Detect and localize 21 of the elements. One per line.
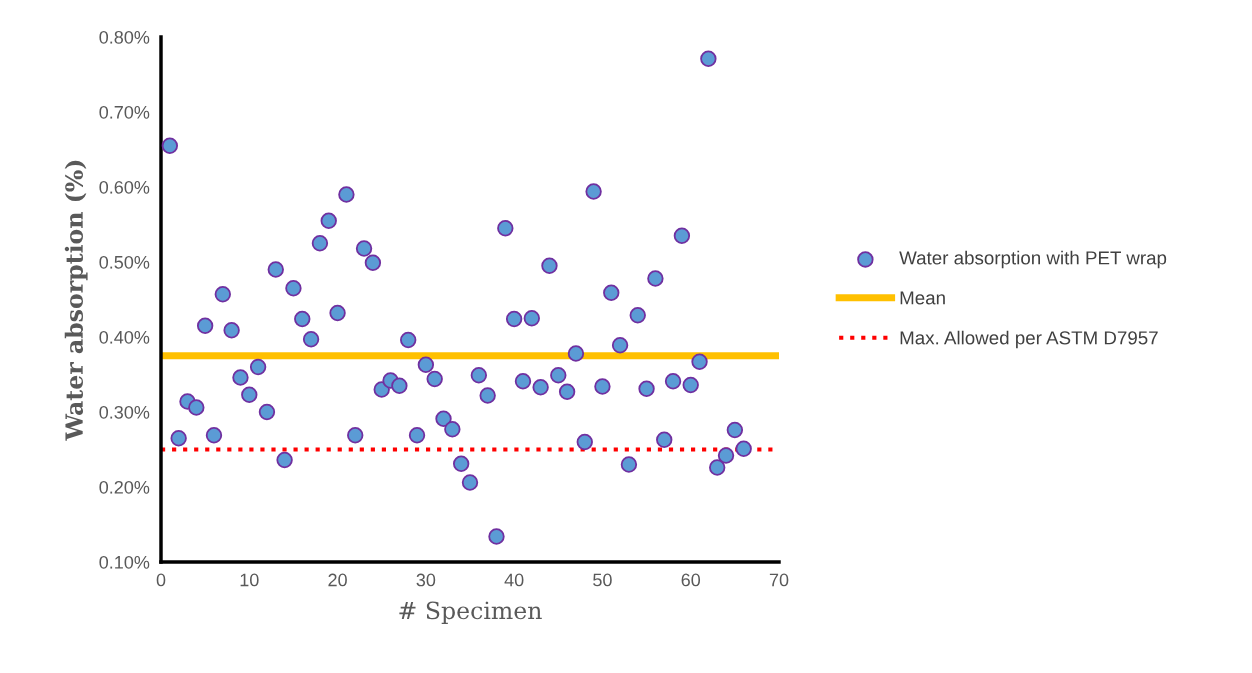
x-tick-label: 40 [504, 573, 524, 587]
x-tick-label: 0 [156, 573, 166, 587]
x-tick-label: 30 [416, 573, 436, 587]
y-tick-label: 0.60% [99, 180, 150, 194]
legend-label: Max. Allowed per ASTM D7957 [900, 330, 1158, 349]
legend-label: Mean [900, 291, 945, 305]
x-axis-title: # Specimen [399, 601, 542, 624]
y-tick-label: 0.30% [99, 405, 150, 419]
y-tick-label: 0.50% [99, 255, 150, 269]
x-tick-label: 10 [240, 573, 259, 587]
y-axis-title: Water absorption (%) [64, 160, 88, 441]
legend-label: Water absorption with PET wrap [899, 250, 1167, 269]
y-tick-label: 0.40% [99, 330, 150, 344]
x-tick-label: 70 [769, 573, 789, 587]
y-tick-label: 0.20% [99, 480, 150, 494]
y-tick-label: 0.80% [99, 30, 150, 44]
x-tick-label: 20 [328, 573, 347, 587]
x-tick-label: 50 [593, 573, 612, 587]
y-tick-label: 0.70% [99, 105, 150, 119]
y-tick-label: 0.10% [99, 555, 150, 569]
x-tick-label: 60 [681, 573, 701, 587]
